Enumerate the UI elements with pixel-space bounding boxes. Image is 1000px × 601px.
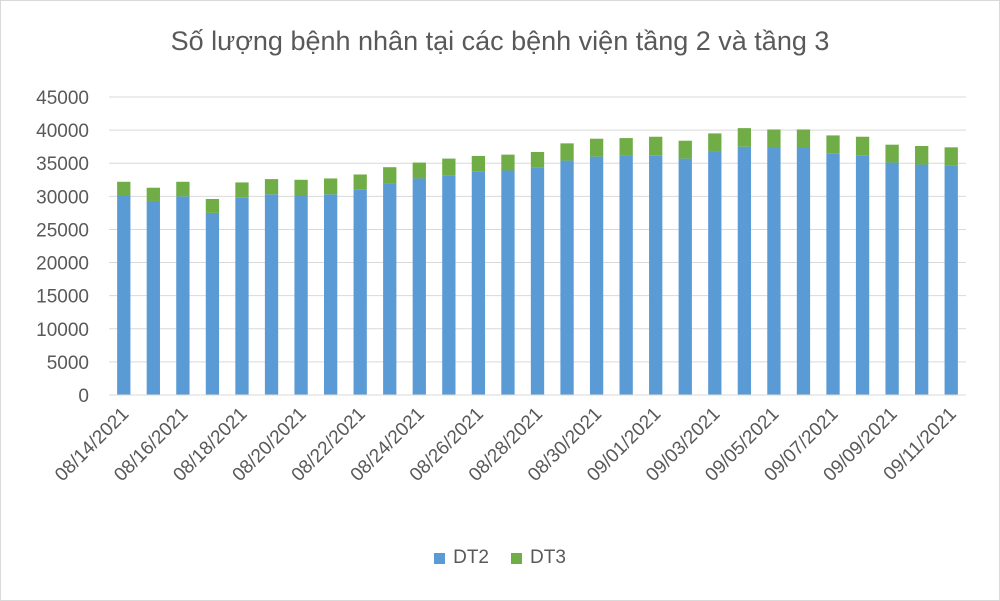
- bar-dt3-08/25/2021: [442, 158, 456, 176]
- legend-swatch-dt2: [434, 552, 446, 564]
- bar-dt2-08/15/2021: [146, 200, 160, 395]
- bar-dt3-08/26/2021: [471, 155, 486, 172]
- bars: [109, 128, 966, 396]
- bar-dt3-08/31/2021: [619, 138, 633, 156]
- bar-dt3-08/28/2021: [530, 151, 545, 168]
- bar-dt2-09/05/2021: [767, 147, 781, 395]
- legend-item-dt3: DT3: [511, 547, 566, 569]
- bar-dt3-08/18/2021: [235, 182, 249, 198]
- bar-dt3-09/10/2021: [915, 146, 929, 165]
- bar-dt3-09/11/2021: [944, 147, 958, 166]
- bar-dt2-09/09/2021: [885, 162, 899, 395]
- bar-dt2-08/26/2021: [471, 171, 486, 395]
- bar-dt3-08/30/2021: [589, 138, 604, 157]
- bar-dt2-08/16/2021: [176, 196, 190, 395]
- bar-dt2-09/08/2021: [855, 155, 870, 395]
- bar-dt3-08/15/2021: [146, 187, 160, 201]
- bar-dt3-09/02/2021: [678, 140, 692, 159]
- bar-dt2-08/24/2021: [412, 178, 426, 395]
- bar-dt3-08/20/2021: [294, 179, 308, 196]
- bar-dt2-08/23/2021: [383, 183, 397, 395]
- y-tick-label: 10000: [36, 320, 89, 341]
- legend-item-dt2: DT2: [434, 547, 489, 569]
- bar-dt3-09/01/2021: [649, 136, 663, 156]
- bar-dt3-09/03/2021: [708, 133, 722, 152]
- y-tick-label: 25000: [36, 220, 89, 241]
- bar-dt3-09/08/2021: [855, 136, 870, 156]
- bar-dt2-08/21/2021: [323, 194, 338, 395]
- bar-dt3-08/29/2021: [560, 143, 574, 161]
- bar-dt3-09/04/2021: [737, 128, 752, 147]
- bar-dt3-08/27/2021: [501, 154, 515, 171]
- bar-dt2-09/01/2021: [649, 155, 663, 395]
- bar-dt2-08/25/2021: [442, 175, 456, 395]
- bar-dt2-08/20/2021: [294, 195, 308, 395]
- y-tick-label: 45000: [36, 88, 89, 109]
- y-tick-label: 0: [78, 386, 89, 407]
- y-axis-ticks: 0 5000 10000 15000 20000 25000 30000 35000 40000…: [36, 88, 89, 407]
- y-tick-label: 20000: [36, 254, 89, 275]
- bar-dt2-09/11/2021: [944, 165, 958, 395]
- bar-dt2-08/19/2021: [264, 194, 279, 395]
- bar-dt3-08/17/2021: [205, 198, 220, 213]
- bar-dt3-08/21/2021: [323, 178, 338, 195]
- chart-title: Số lượng bệnh nhân tại các bệnh viện tần…: [170, 26, 830, 56]
- bar-dt2-08/18/2021: [235, 197, 249, 395]
- bar-dt3-08/24/2021: [412, 162, 426, 179]
- bar-dt2-09/03/2021: [708, 151, 722, 395]
- bar-dt2-08/27/2021: [501, 170, 515, 395]
- y-tick-label: 15000: [36, 287, 89, 308]
- legend-label-dt2: DT2: [453, 547, 489, 568]
- bar-dt2-09/10/2021: [915, 164, 929, 395]
- bar-dt2-08/31/2021: [619, 155, 633, 395]
- bar-dt3-08/23/2021: [383, 167, 397, 184]
- y-tick-label: 35000: [36, 154, 89, 175]
- bar-dt2-09/07/2021: [826, 153, 840, 395]
- bar-dt2-08/14/2021: [117, 195, 131, 395]
- y-tick-label: 5000: [47, 353, 89, 374]
- bar-dt3-08/22/2021: [353, 174, 367, 190]
- bar-dt2-08/30/2021: [589, 156, 604, 395]
- bar-dt2-08/22/2021: [353, 189, 367, 395]
- y-tick-label: 30000: [36, 187, 89, 208]
- bar-dt3-09/05/2021: [767, 129, 781, 148]
- y-tick-label: 40000: [36, 121, 89, 142]
- bar-dt2-09/02/2021: [678, 158, 692, 395]
- bar-dt2-08/29/2021: [560, 160, 574, 395]
- bar-dt2-09/06/2021: [796, 147, 811, 395]
- legend-swatch-dt3: [511, 552, 522, 564]
- bar-dt3-08/19/2021: [264, 179, 279, 195]
- bar-dt2-08/28/2021: [530, 167, 545, 395]
- bar-dt2-09/04/2021: [737, 146, 752, 395]
- x-axis-ticks: 08/14/202108/16/202108/18/202108/20/2021…: [51, 404, 961, 486]
- bar-dt3-09/09/2021: [885, 144, 899, 163]
- legend-label-dt3: DT3: [530, 547, 566, 568]
- bar-dt3-08/14/2021: [117, 181, 131, 196]
- bar-dt3-09/07/2021: [826, 135, 840, 154]
- bar-dt3-09/06/2021: [796, 129, 811, 148]
- bar-dt3-08/16/2021: [176, 181, 190, 197]
- bar-dt2-08/17/2021: [205, 212, 220, 395]
- legend: DT2 DT3: [0, 546, 1000, 570]
